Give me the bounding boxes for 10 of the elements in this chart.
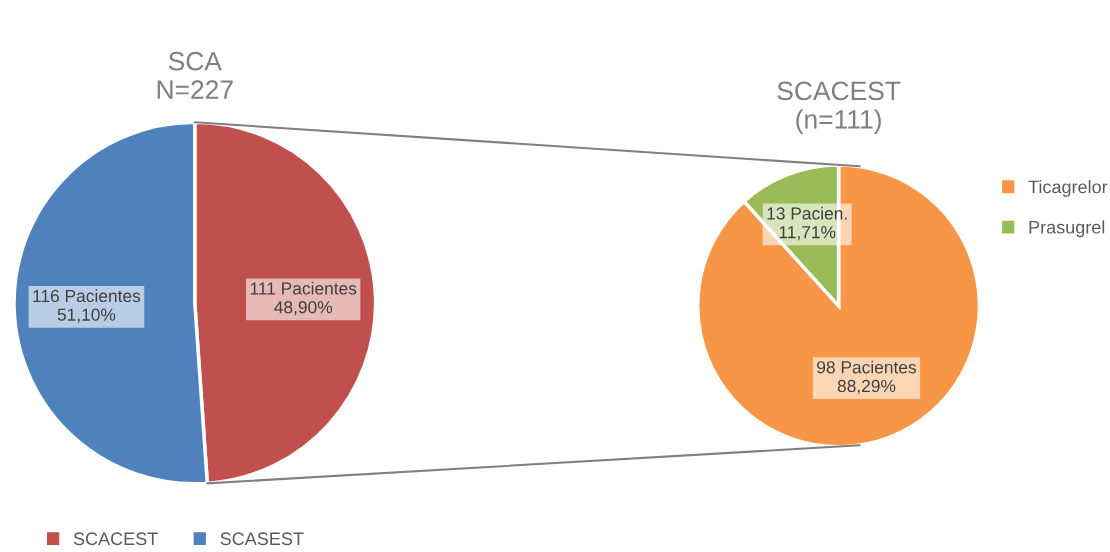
chart-title: SCA N=227: [157, 51, 233, 99]
legend-label: SCASEST: [220, 532, 304, 546]
legend-label: SCACEST: [73, 532, 158, 546]
data-label: 13 Pacien. 11,71%: [767, 206, 847, 241]
data-label: 98 Pacientes 88,29%: [817, 360, 917, 395]
legend-label: Ticagrelor: [1028, 180, 1108, 197]
chart-title: SCACEST (n=111): [777, 81, 901, 134]
data-label: 111 Pacientes 48,90%: [250, 281, 357, 316]
data-label: 116 Pacientes 51,10%: [33, 289, 141, 323]
legend-label: Prasugrel: [1029, 220, 1105, 238]
